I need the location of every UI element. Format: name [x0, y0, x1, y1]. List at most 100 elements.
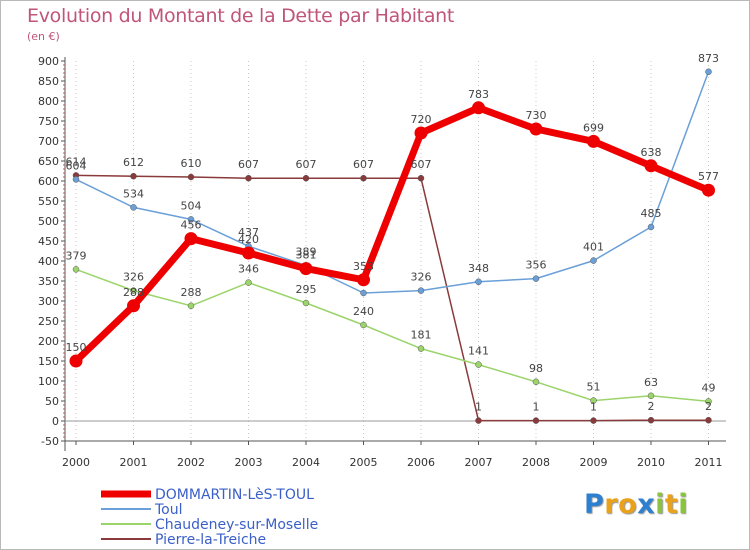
data-point [475, 361, 482, 368]
data-point [529, 122, 543, 136]
data-label: 150 [66, 341, 87, 354]
y-tick-label: 750 [38, 115, 59, 128]
data-label: 610 [181, 157, 202, 170]
y-tick-label: 200 [38, 335, 59, 348]
data-label: 141 [468, 345, 489, 358]
series-line-1 [75, 71, 710, 294]
data-point [414, 126, 428, 140]
data-point [590, 417, 597, 424]
series-line-0 [73, 104, 710, 364]
data-label: 98 [529, 362, 543, 375]
data-label: 181 [411, 329, 432, 342]
y-tick-label: 600 [38, 175, 59, 188]
data-point [299, 262, 313, 276]
data-label: 1 [590, 401, 597, 414]
logo-letter: i [678, 489, 689, 520]
x-tick-label: 2003 [235, 456, 263, 469]
y-tick-label: 300 [38, 295, 59, 308]
chart-title: Evolution du Montant de la Dette par Hab… [27, 5, 455, 27]
x-tick-label: 2008 [522, 456, 550, 469]
label-layer: 150 288 456 420 381 353 720 783 730 699 638 577 604 5… [66, 52, 720, 414]
data-point [130, 287, 137, 294]
data-label: 401 [583, 241, 604, 254]
data-point [647, 416, 655, 424]
logo-letter: t [664, 489, 679, 520]
data-point [475, 417, 482, 424]
data-point [187, 216, 195, 223]
data-point [532, 378, 540, 386]
x-tick-label: 2011 [695, 456, 723, 469]
data-label: 485 [641, 207, 662, 220]
y-tick-label: 100 [38, 375, 59, 388]
data-point [647, 392, 655, 400]
legend: DOMMARTIN-LèS-TOULToulChaudeney-sur-Mose… [101, 487, 318, 548]
data-label: 614 [66, 155, 87, 168]
x-tick-label: 2010 [637, 456, 665, 469]
y-tick-label: 550 [38, 195, 59, 208]
data-label: 240 [353, 305, 374, 318]
data-label: 346 [238, 263, 259, 276]
logo-letter: r [604, 489, 619, 520]
data-label: 2 [705, 400, 712, 413]
data-point [532, 417, 540, 424]
data-label: 379 [66, 249, 87, 262]
data-label: 288 [123, 286, 144, 299]
data-point [644, 159, 658, 173]
data-label: 873 [698, 52, 719, 65]
proxiti-logo: Proxiti [584, 489, 688, 520]
y-tick-label: 150 [38, 355, 59, 368]
x-tick-label: 2004 [292, 456, 320, 469]
series-line-3 [75, 174, 709, 422]
data-point [705, 398, 712, 405]
data-label: 326 [411, 271, 432, 284]
data-label: 456 [181, 219, 202, 232]
legend-label: Toul [154, 502, 183, 518]
series-line-2 [75, 268, 709, 403]
data-label: 353 [353, 260, 374, 273]
data-label: 720 [411, 113, 432, 126]
y-tick-label: 400 [38, 255, 59, 268]
data-point [475, 278, 482, 286]
x-tick-label: 2002 [177, 456, 205, 469]
data-point [302, 299, 310, 307]
data-point [417, 174, 425, 182]
data-label: 51 [587, 381, 601, 394]
data-point [647, 223, 655, 231]
data-label: 534 [123, 187, 144, 200]
y-tick-label: 500 [38, 215, 59, 228]
y-tick-label: 700 [38, 135, 59, 148]
y-tick-label: 350 [38, 275, 59, 288]
data-point [130, 172, 137, 180]
data-label: 577 [698, 170, 719, 183]
data-point [130, 204, 137, 211]
data-point [302, 174, 310, 182]
data-point [187, 302, 195, 310]
data-label: 699 [583, 121, 604, 134]
y-tick-label: 800 [38, 95, 59, 108]
data-point [417, 287, 425, 294]
data-point [360, 289, 367, 297]
y-tick-label: 450 [38, 235, 59, 248]
data-label: 420 [238, 233, 259, 246]
data-point [587, 134, 600, 148]
data-label: 381 [296, 249, 317, 262]
legend-label: DOMMARTIN-LèS-TOUL [155, 487, 314, 503]
data-label: 1 [533, 401, 540, 414]
data-point [245, 174, 252, 182]
data-point [532, 275, 540, 282]
data-label: 607 [411, 158, 432, 171]
data-label: 348 [468, 262, 489, 275]
data-label: 638 [641, 146, 662, 159]
data-point [242, 246, 255, 260]
unit-label: (en €) [27, 30, 60, 43]
data-label: 356 [526, 259, 547, 272]
data-point [590, 397, 597, 404]
logo-letter: P [584, 489, 605, 520]
data-label: 604 [66, 159, 87, 172]
data-label: 504 [181, 199, 202, 212]
y-tick-label: -50 [41, 435, 59, 448]
series-layer [69, 68, 715, 424]
data-label: 437 [238, 226, 259, 239]
